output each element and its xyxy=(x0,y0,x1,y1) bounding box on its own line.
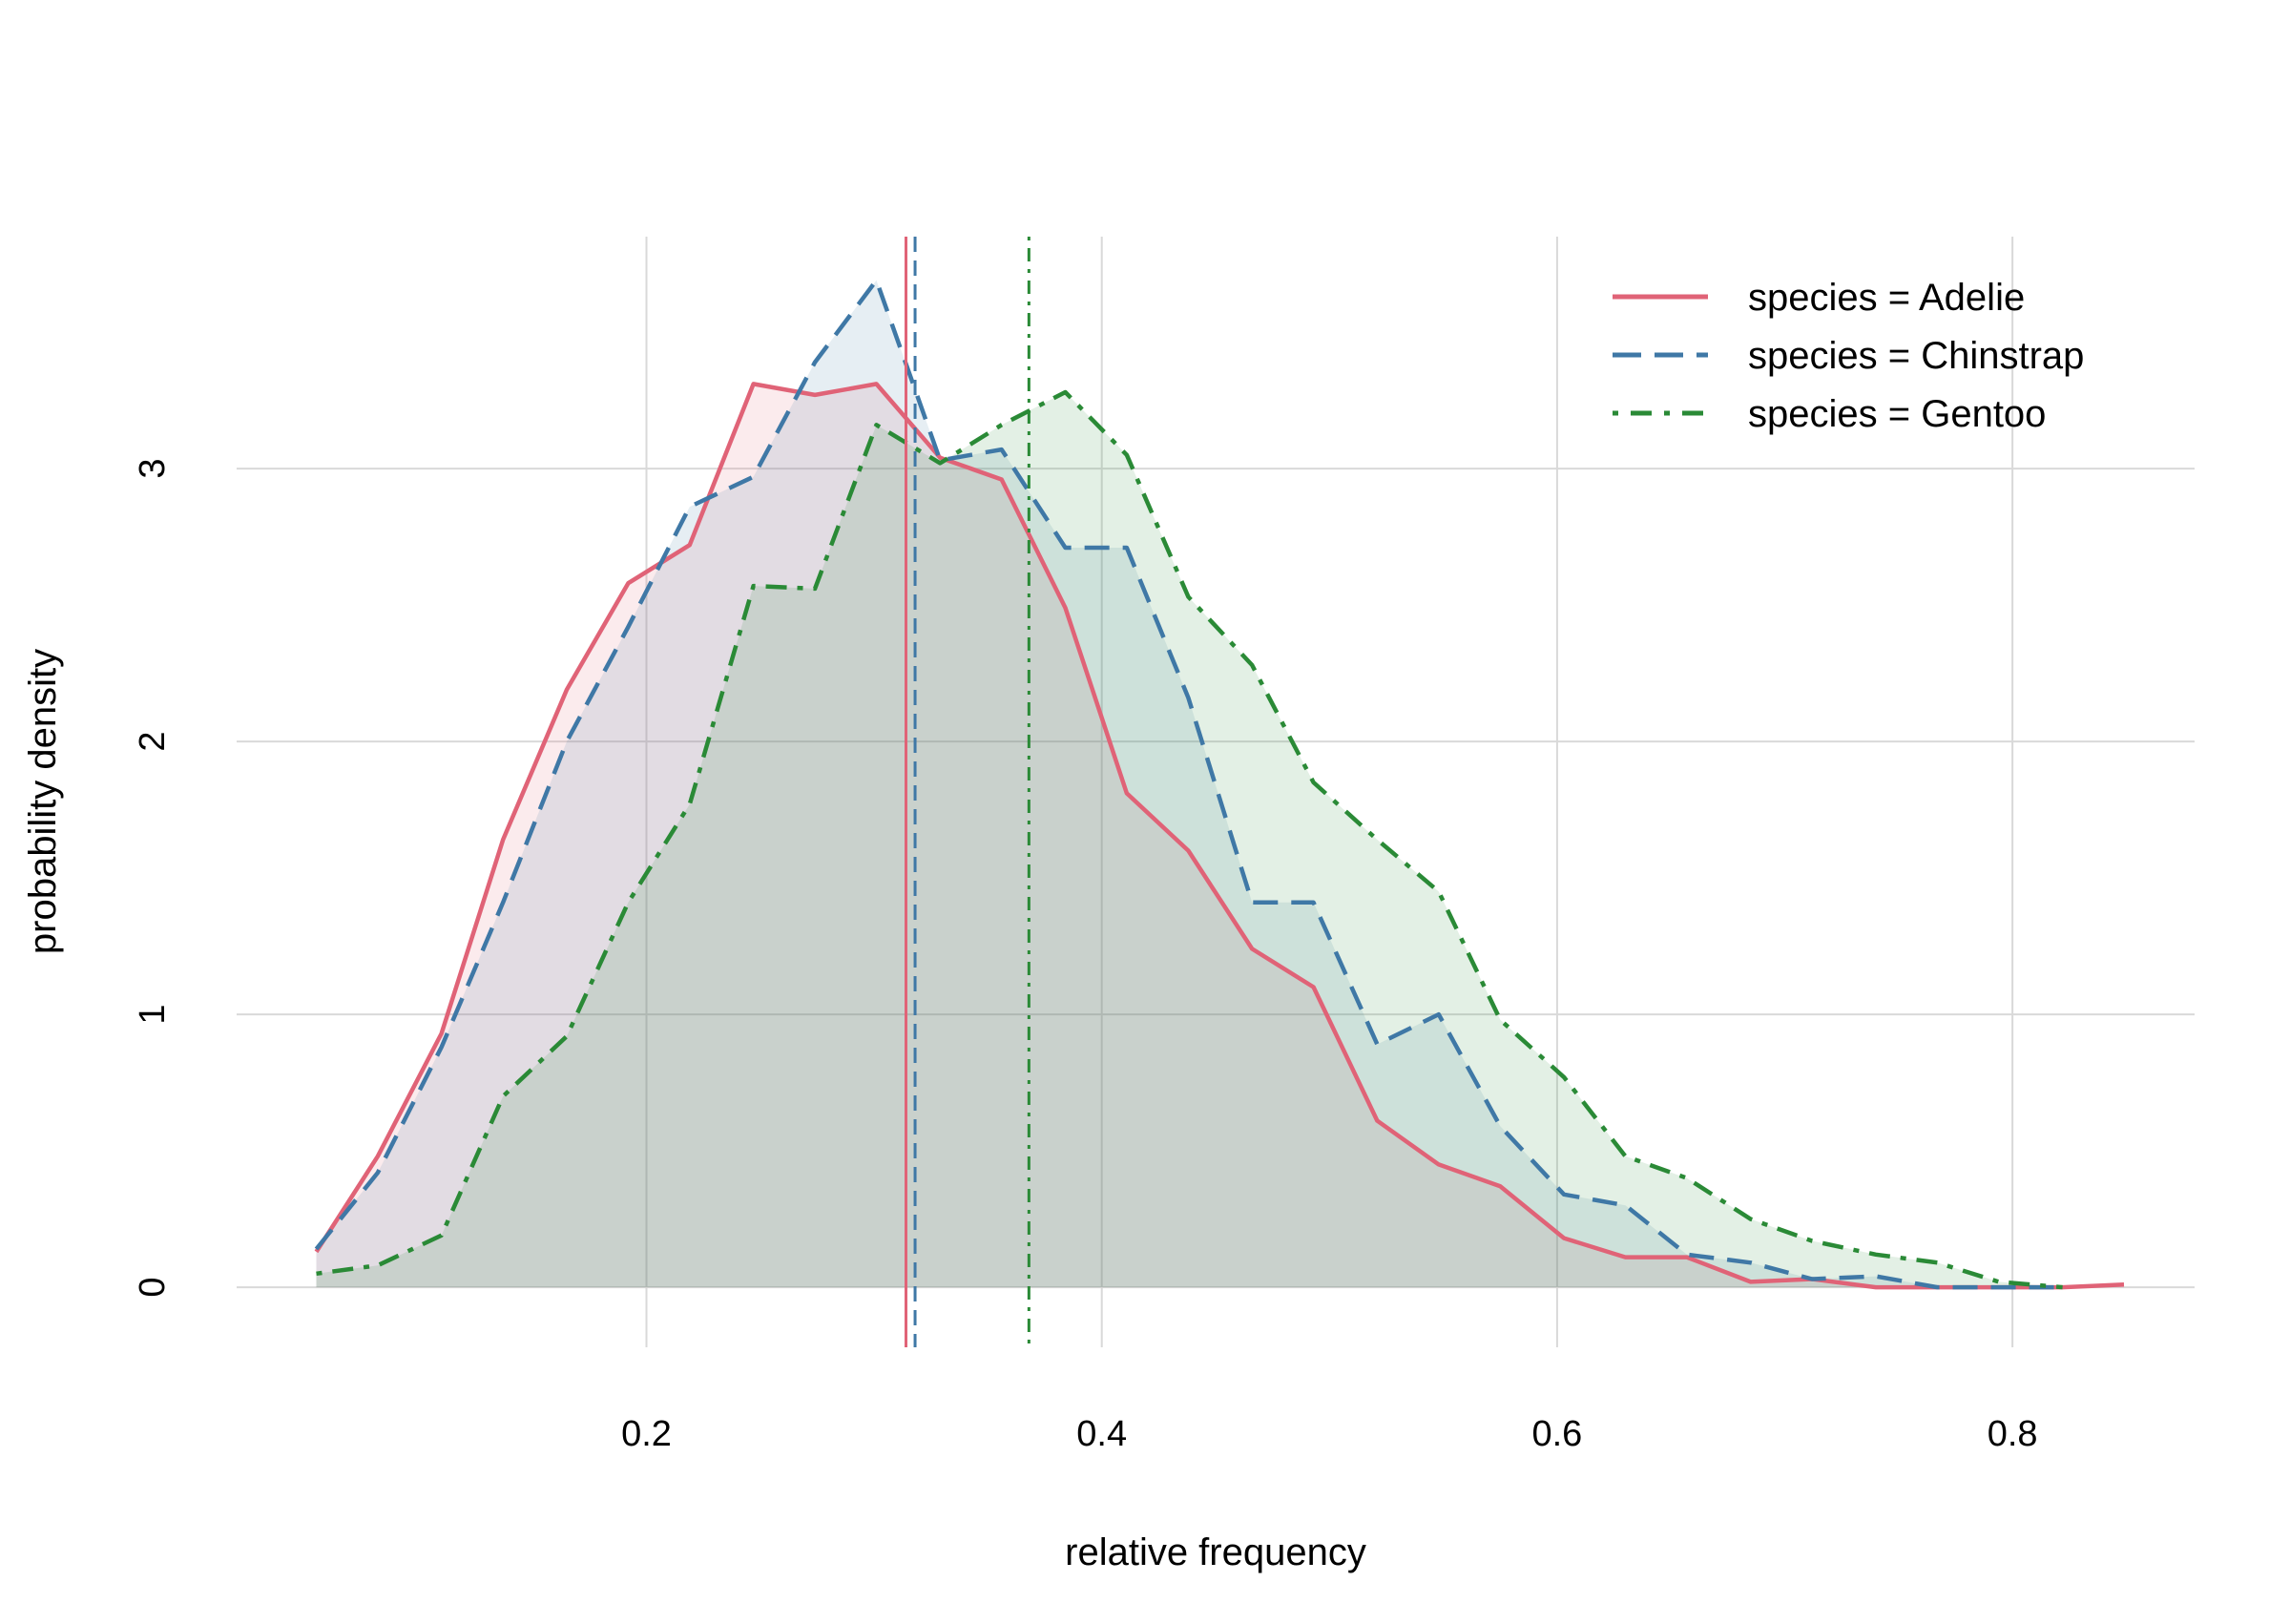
density-area-0 xyxy=(316,384,2124,1288)
x-tick-label: 0.8 xyxy=(1988,1414,2038,1454)
y-tick-label: 3 xyxy=(133,459,173,479)
y-tick-label: 2 xyxy=(133,732,173,752)
tick-layer: 0.2 0.4 0.6 0.8 0 1 2 3 xyxy=(133,459,2038,1454)
legend-label-0: species = Adelie xyxy=(1748,277,2025,319)
legend-label-1: species = Chinstrap xyxy=(1748,335,2084,377)
density-line-2 xyxy=(316,389,2063,1290)
x-tick-label: 0.4 xyxy=(1076,1414,1127,1454)
x-axis-title: relative frequency xyxy=(1065,1531,1366,1573)
density-area-1 xyxy=(316,280,2063,1288)
legend-label-2: species = Gentoo xyxy=(1748,393,2046,435)
x-tick-label: 0.2 xyxy=(621,1414,672,1454)
mean-layer xyxy=(904,237,1030,1347)
line-layer xyxy=(314,278,2125,1290)
y-axis-title: probability density xyxy=(22,649,64,954)
x-tick-label: 0.6 xyxy=(1531,1414,1582,1454)
y-tick-label: 0 xyxy=(133,1278,173,1298)
y-tick-label: 1 xyxy=(133,1005,173,1025)
density-line-1 xyxy=(314,278,2063,1290)
density-area-2 xyxy=(316,392,2063,1288)
area-layer xyxy=(316,280,2124,1288)
grid-layer xyxy=(237,237,2195,1347)
legend: species = Adelie species = Chinstrap speci… xyxy=(1613,277,2084,435)
